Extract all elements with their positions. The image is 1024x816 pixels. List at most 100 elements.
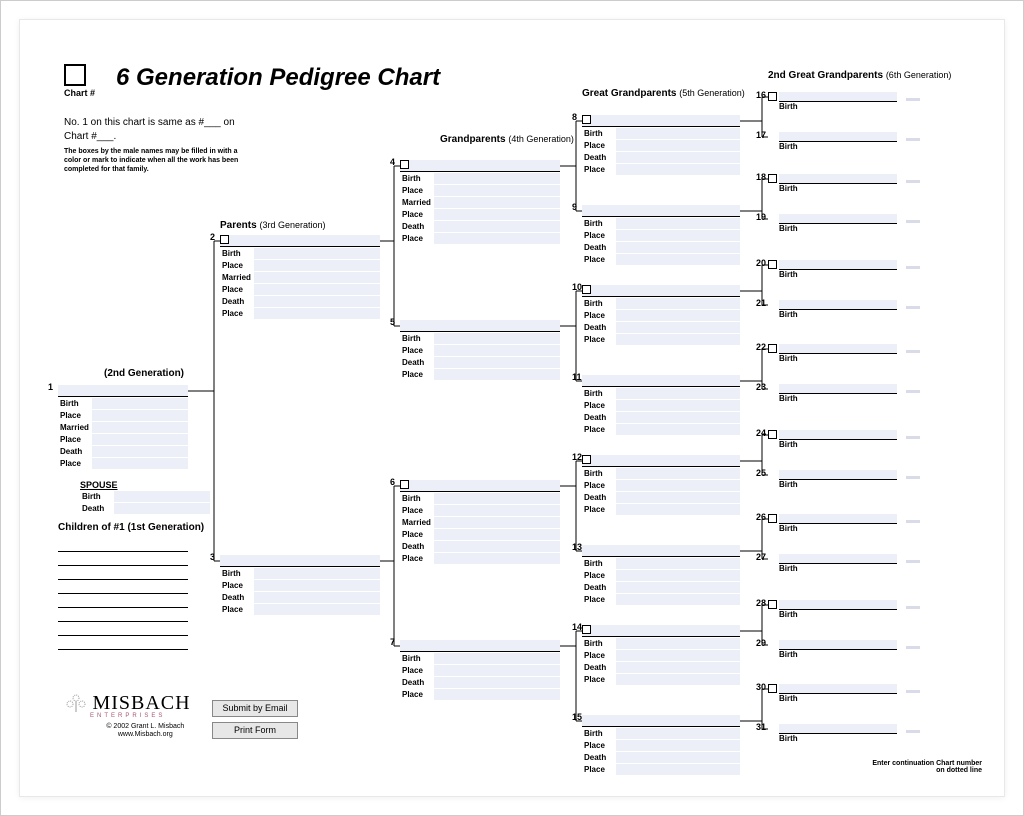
field-value[interactable] (92, 398, 188, 409)
name-line[interactable] (779, 514, 897, 524)
male-checkbox[interactable] (582, 455, 591, 464)
field-value[interactable] (616, 582, 740, 593)
field-value[interactable] (616, 740, 740, 751)
name-line[interactable] (779, 600, 897, 610)
print-button[interactable]: Print Form (212, 722, 298, 739)
field-value[interactable] (114, 503, 210, 514)
field-value[interactable] (434, 653, 560, 664)
field-value[interactable] (114, 491, 210, 502)
continuation-marker[interactable] (906, 350, 920, 353)
name-line[interactable] (58, 385, 188, 397)
name-line[interactable] (400, 480, 560, 492)
field-value[interactable] (434, 233, 560, 244)
field-value[interactable] (434, 197, 560, 208)
field-value[interactable] (92, 458, 188, 469)
continuation-marker[interactable] (906, 220, 920, 223)
field-value[interactable] (92, 422, 188, 433)
child-line[interactable] (58, 584, 188, 594)
name-line[interactable] (582, 455, 740, 467)
male-checkbox[interactable] (768, 684, 777, 693)
child-line[interactable] (58, 626, 188, 636)
field-value[interactable] (254, 284, 380, 295)
name-line[interactable] (779, 214, 897, 224)
child-line[interactable] (58, 570, 188, 580)
field-value[interactable] (254, 272, 380, 283)
field-value[interactable] (616, 662, 740, 673)
child-line[interactable] (58, 612, 188, 622)
field-value[interactable] (92, 410, 188, 421)
name-line[interactable] (779, 724, 897, 734)
field-value[interactable] (616, 152, 740, 163)
field-value[interactable] (92, 446, 188, 457)
child-line[interactable] (58, 542, 188, 552)
name-line[interactable] (779, 344, 897, 354)
name-line[interactable] (582, 625, 740, 637)
name-line[interactable] (779, 554, 897, 564)
continuation-marker[interactable] (906, 690, 920, 693)
name-line[interactable] (779, 92, 897, 102)
name-line[interactable] (779, 430, 897, 440)
field-value[interactable] (616, 504, 740, 515)
child-line[interactable] (58, 598, 188, 608)
field-value[interactable] (434, 221, 560, 232)
field-value[interactable] (434, 345, 560, 356)
name-line[interactable] (582, 375, 740, 387)
male-checkbox[interactable] (768, 600, 777, 609)
field-value[interactable] (254, 260, 380, 271)
field-value[interactable] (616, 492, 740, 503)
field-value[interactable] (616, 218, 740, 229)
submit-button[interactable]: Submit by Email (212, 700, 298, 717)
continuation-marker[interactable] (906, 266, 920, 269)
male-checkbox[interactable] (768, 174, 777, 183)
field-value[interactable] (434, 677, 560, 688)
field-value[interactable] (616, 728, 740, 739)
field-value[interactable] (616, 570, 740, 581)
name-line[interactable] (220, 235, 380, 247)
name-line[interactable] (779, 640, 897, 650)
name-line[interactable] (779, 384, 897, 394)
name-line[interactable] (582, 715, 740, 727)
field-value[interactable] (254, 308, 380, 319)
field-value[interactable] (92, 434, 188, 445)
field-value[interactable] (616, 242, 740, 253)
field-value[interactable] (616, 164, 740, 175)
male-checkbox[interactable] (768, 92, 777, 101)
field-value[interactable] (434, 541, 560, 552)
field-value[interactable] (434, 185, 560, 196)
field-value[interactable] (434, 493, 560, 504)
continuation-marker[interactable] (906, 606, 920, 609)
field-value[interactable] (616, 400, 740, 411)
field-value[interactable] (434, 517, 560, 528)
continuation-marker[interactable] (906, 560, 920, 563)
children-lines[interactable] (58, 538, 188, 650)
name-line[interactable] (582, 285, 740, 297)
continuation-marker[interactable] (906, 520, 920, 523)
field-value[interactable] (616, 638, 740, 649)
continuation-marker[interactable] (906, 476, 920, 479)
field-value[interactable] (434, 505, 560, 516)
continuation-marker[interactable] (906, 180, 920, 183)
field-value[interactable] (616, 674, 740, 685)
name-line[interactable] (779, 300, 897, 310)
field-value[interactable] (616, 752, 740, 763)
name-line[interactable] (582, 545, 740, 557)
field-value[interactable] (434, 553, 560, 564)
male-checkbox[interactable] (768, 344, 777, 353)
male-checkbox[interactable] (400, 480, 409, 489)
field-value[interactable] (616, 128, 740, 139)
field-value[interactable] (434, 665, 560, 676)
field-value[interactable] (616, 558, 740, 569)
child-line[interactable] (58, 640, 188, 650)
field-value[interactable] (616, 310, 740, 321)
male-checkbox[interactable] (582, 625, 591, 634)
chartnum-box[interactable] (64, 64, 86, 86)
field-value[interactable] (616, 140, 740, 151)
field-value[interactable] (616, 764, 740, 775)
name-line[interactable] (779, 684, 897, 694)
field-value[interactable] (616, 424, 740, 435)
name-line[interactable] (779, 260, 897, 270)
continuation-marker[interactable] (906, 730, 920, 733)
male-checkbox[interactable] (768, 514, 777, 523)
field-value[interactable] (616, 480, 740, 491)
male-checkbox[interactable] (400, 160, 409, 169)
